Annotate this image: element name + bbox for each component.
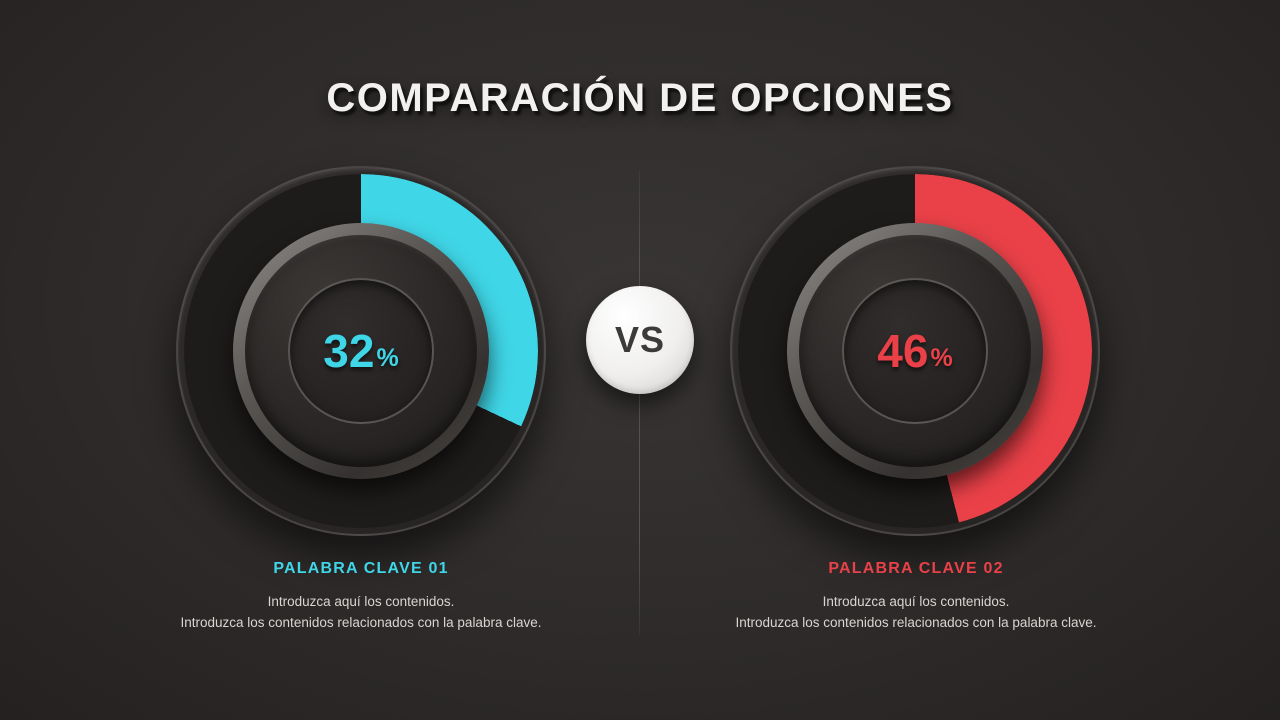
- description-text: Introduzca aquí los contenidos. Introduz…: [116, 592, 606, 634]
- keyword-label: PALABRA CLAVE 01: [273, 560, 449, 577]
- gauge-value-number: 46: [877, 325, 929, 377]
- page-title: COMPARACIÓN DE OPCIONES: [326, 76, 954, 120]
- gauge-option-1: 32%: [176, 166, 546, 536]
- gauge-value-circle: 46%: [842, 278, 988, 424]
- gauge-value-circle: 32%: [288, 278, 434, 424]
- description-line-2: Introduzca los contenidos relacionados c…: [180, 614, 542, 630]
- gauge-value-number: 32: [323, 325, 375, 377]
- caption-option-2: PALABRA CLAVE 02 Introduzca aquí los con…: [671, 560, 1161, 634]
- description-line-1: Introduzca aquí los contenidos.: [822, 594, 1010, 609]
- keyword-label: PALABRA CLAVE 02: [828, 560, 1004, 577]
- description-line-1: Introduzca aquí los contenidos.: [267, 594, 455, 609]
- gauge-option-2: 46%: [730, 166, 1100, 536]
- description-line-2: Introduzca los contenidos relacionados c…: [735, 614, 1097, 630]
- description-text: Introduzca aquí los contenidos. Introduz…: [671, 592, 1161, 634]
- gauge-value-unit: %: [376, 343, 399, 372]
- gauge-value-unit: %: [930, 343, 953, 372]
- vertical-divider: [639, 170, 640, 635]
- caption-option-1: PALABRA CLAVE 01 Introduzca aquí los con…: [116, 560, 606, 634]
- vs-badge: VS: [586, 286, 694, 394]
